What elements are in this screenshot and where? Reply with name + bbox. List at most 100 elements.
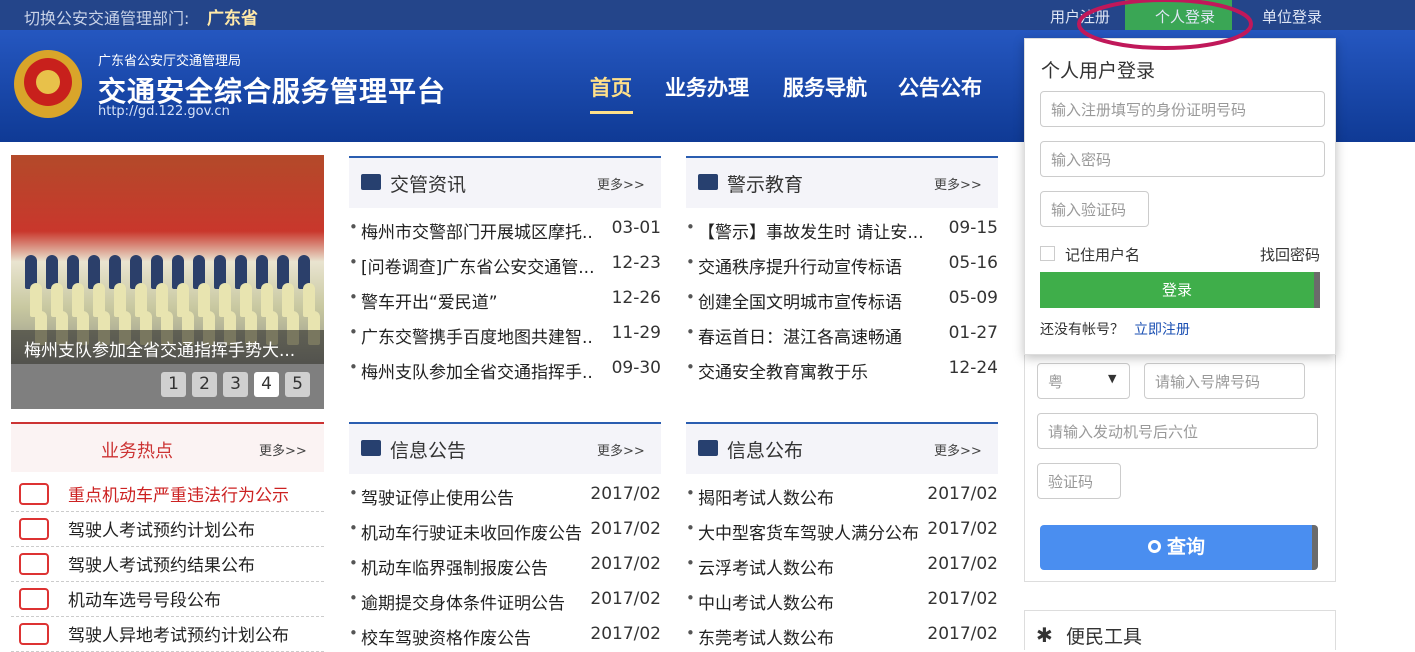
captcha-input[interactable]: 输入验证码	[1040, 191, 1149, 227]
news-title[interactable]: 东莞考试人数公布	[698, 629, 834, 649]
panel-title: 交管资讯	[390, 174, 467, 196]
login-title: 个人用户登录	[1041, 60, 1156, 82]
news-title[interactable]: 机动车临界强制报废公告	[361, 559, 548, 579]
nav-item[interactable]: 业务办理	[665, 76, 749, 100]
figure	[72, 283, 84, 317]
bullet: •	[349, 323, 358, 341]
carousel-page[interactable]: 1	[161, 372, 186, 397]
news-date: 2017/02	[927, 484, 998, 504]
hot-item[interactable]: 驾驶人异地考试预约计划公布	[68, 626, 289, 646]
news-date: 12-23	[611, 253, 661, 273]
query-captcha[interactable]: 验证码	[1037, 463, 1121, 499]
news-title[interactable]: 警车开出“爱民道”	[361, 293, 498, 313]
news-title[interactable]: 交通秩序提升行动宣传标语	[698, 258, 902, 278]
divider	[11, 616, 324, 617]
figure	[298, 255, 310, 289]
province-select[interactable]: 粤	[1037, 363, 1130, 399]
switch-label: 切换公安交通管理部门:	[24, 9, 190, 28]
news-title[interactable]: 机动车行驶证未收回作废公告	[361, 524, 582, 544]
news-title[interactable]: 中山考试人数公布	[698, 594, 834, 614]
hot-icon	[19, 518, 49, 540]
figure	[135, 283, 147, 317]
carousel-caption[interactable]: 梅州支队参加全省交通指挥手势大...	[24, 341, 296, 361]
news-date: 05-16	[948, 253, 998, 273]
nav-item[interactable]: 首页	[590, 76, 632, 100]
query-button[interactable]: 查询	[1040, 525, 1318, 570]
news-title[interactable]: 梅州支队参加全省交通指挥手..	[361, 363, 593, 383]
news-title[interactable]: 驾驶证停止使用公告	[361, 489, 514, 509]
figure	[67, 255, 79, 289]
search-icon	[1148, 540, 1161, 553]
news-title[interactable]: 校车驾驶资格作废公告	[361, 629, 531, 649]
news-title[interactable]: 云浮考试人数公布	[698, 559, 834, 579]
news-title[interactable]: 春运首日：湛江各高速畅通	[698, 328, 902, 348]
hot-item[interactable]: 驾驶人考试预约计划公布	[68, 521, 255, 541]
news-title[interactable]: [问卷调查]广东省公安交通管...	[361, 258, 595, 278]
forgot-link[interactable]: 找回密码	[1260, 246, 1321, 264]
figure	[114, 283, 126, 317]
news-title[interactable]: 逾期提交身体条件证明公告	[361, 594, 565, 614]
engine-input[interactable]: 请输入发动机号后六位	[1037, 413, 1318, 449]
panel-more[interactable]: 更多>>	[597, 444, 645, 459]
panel-more[interactable]: 更多>>	[934, 178, 982, 193]
tools-icon: ✱	[1036, 623, 1053, 647]
password-input[interactable]: 输入密码	[1040, 141, 1325, 177]
nav-item[interactable]: 公告公布	[898, 76, 982, 100]
carousel-page[interactable]: 4	[254, 372, 279, 397]
figure	[282, 283, 294, 317]
carousel-page[interactable]: 3	[223, 372, 248, 397]
plate-input[interactable]: 请输入号牌号码	[1144, 363, 1305, 399]
panel-more[interactable]: 更多>>	[597, 178, 645, 193]
panel-title: 信息公告	[390, 440, 467, 462]
carousel-page[interactable]: 5	[285, 372, 310, 397]
hot-item[interactable]: 重点机动车严重违法行为公示	[68, 486, 289, 506]
bullet: •	[686, 554, 695, 572]
figure	[25, 255, 37, 289]
hot-item[interactable]: 机动车选号号段公布	[68, 591, 221, 611]
site-title: 交通安全综合服务管理平台	[98, 75, 447, 108]
panel-header	[686, 422, 998, 474]
carousel-page[interactable]: 2	[192, 372, 217, 397]
panel-icon	[361, 440, 381, 456]
top-link[interactable]: 单位登录	[1262, 8, 1323, 26]
hot-more[interactable]: 更多>>	[259, 444, 307, 459]
figure	[219, 283, 231, 317]
news-title[interactable]: 广东交警携手百度地图共建智..	[361, 328, 593, 348]
site-url: http://gd.122.gov.cn	[98, 104, 230, 119]
divider	[11, 581, 324, 582]
id-input[interactable]: 输入注册填写的身份证明号码	[1040, 91, 1325, 127]
panel-title: 信息公布	[727, 440, 804, 462]
nav-item[interactable]: 服务导航	[783, 76, 867, 100]
news-date: 01-27	[948, 323, 998, 343]
figure	[193, 255, 205, 289]
top-link[interactable]: 个人登录	[1155, 8, 1216, 26]
figure	[240, 283, 252, 317]
top-link[interactable]: 用户注册	[1050, 8, 1111, 26]
province[interactable]: 广东省	[207, 9, 258, 29]
panel-icon	[698, 440, 718, 456]
news-title[interactable]: 创建全国文明城市宣传标语	[698, 293, 902, 313]
bullet: •	[686, 624, 695, 642]
news-title[interactable]: 大中型客货车驾驶人满分公布	[698, 524, 919, 544]
news-title[interactable]: 【警示】事故发生时 请让安...	[698, 223, 924, 243]
remember-label[interactable]: 记住用户名	[1065, 246, 1141, 264]
bullet: •	[349, 624, 358, 642]
news-title[interactable]: 揭阳考试人数公布	[698, 489, 834, 509]
carousel-caption-bg	[11, 330, 324, 364]
news-title[interactable]: 梅州市交警部门开展城区摩托..	[361, 223, 593, 243]
news-date: 2017/02	[590, 484, 661, 504]
hot-item[interactable]: 驾驶人考试预约结果公布	[68, 556, 255, 576]
panel-more[interactable]: 更多>>	[934, 444, 982, 459]
bullet: •	[349, 253, 358, 271]
tools-box	[1024, 610, 1336, 650]
news-date: 2017/02	[590, 554, 661, 574]
panel-icon	[361, 174, 381, 190]
login-button[interactable]: 登录	[1040, 272, 1320, 308]
panel-header	[686, 156, 998, 208]
news-title[interactable]: 交通安全教育寓教于乐	[698, 363, 868, 383]
register-link[interactable]: 立即注册	[1134, 322, 1190, 338]
bullet: •	[686, 519, 695, 537]
remember-checkbox[interactable]	[1040, 246, 1055, 261]
figure	[261, 283, 273, 317]
